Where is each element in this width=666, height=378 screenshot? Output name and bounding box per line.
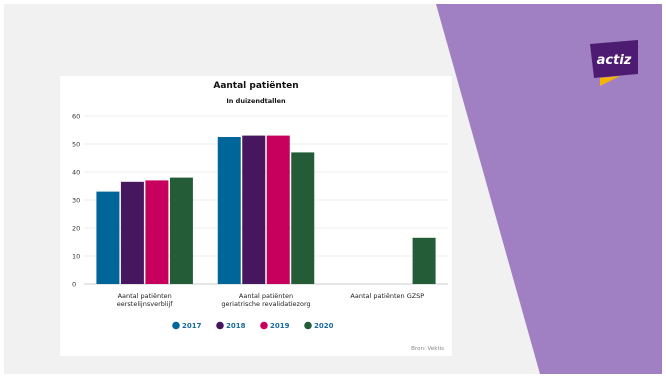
x-tick-label: eerstelijnsverblijf (117, 300, 174, 308)
x-tick-label: geriatrische revalidatiezorg (221, 300, 310, 308)
bar-2017-0 (96, 191, 120, 284)
bar-2019-0 (145, 180, 169, 284)
legend-label-2018: 2018 (226, 322, 246, 330)
chart-subtitle: In duizendtallen (226, 97, 286, 105)
y-tick-label: 0 (72, 281, 76, 289)
legend-label-2019: 2019 (270, 322, 290, 330)
chart-card: Aantal patiënten In duizendtallen 0 10 20 3… (60, 76, 452, 356)
source-note: Bron: Vektis (411, 346, 444, 352)
y-tick-label: 20 (72, 225, 80, 233)
x-tick-label: Aantal patiënten (118, 292, 172, 300)
legend-marker-2017 (172, 321, 180, 330)
y-tick-label: 40 (72, 169, 80, 177)
legend-marker-2018 (216, 321, 224, 330)
bar-2020-1 (291, 152, 315, 284)
logo-wordmark: actiz (597, 53, 632, 68)
legend-label-2017: 2017 (182, 322, 202, 330)
y-tick-label: 50 (72, 141, 80, 149)
x-tick-label: Aantal patiënten (239, 292, 293, 300)
y-tick-label: 30 (72, 197, 80, 205)
y-tick-label: 10 (72, 253, 80, 261)
bar-2018-1 (242, 135, 266, 284)
y-tick-label: 60 (72, 113, 80, 121)
legend-marker-2020 (304, 321, 312, 330)
legend-label-2020: 2020 (314, 322, 334, 330)
bar-2019-1 (266, 135, 290, 284)
bar-2017-1 (217, 137, 241, 284)
chart-title: Aantal patiënten (213, 81, 299, 91)
bar-2020-2 (412, 237, 436, 284)
bar-2020-0 (169, 177, 193, 284)
actiz-logo: actiz (590, 40, 638, 86)
bar-2018-0 (120, 181, 144, 284)
legend-marker-2019 (260, 321, 268, 330)
x-tick-label: Aantal patiënten GZSP (350, 292, 424, 300)
